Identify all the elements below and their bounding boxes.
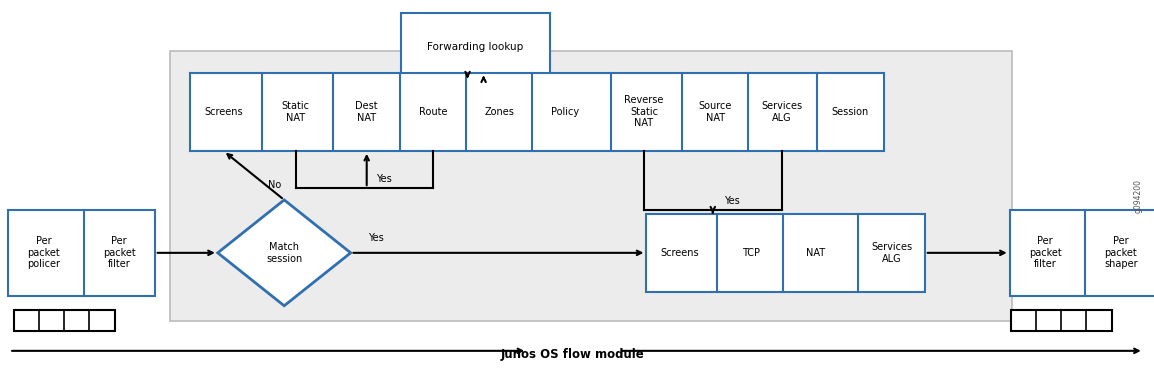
Text: Per
packet
filter: Per packet filter xyxy=(1028,236,1062,269)
Text: Screens: Screens xyxy=(660,248,699,258)
FancyBboxPatch shape xyxy=(14,310,114,331)
Text: No: No xyxy=(269,180,282,190)
Text: Yes: Yes xyxy=(376,174,391,184)
FancyBboxPatch shape xyxy=(8,210,155,296)
Text: Policy: Policy xyxy=(550,107,579,117)
Text: Services
ALG: Services ALG xyxy=(760,101,802,123)
Text: Source
NAT: Source NAT xyxy=(698,101,732,123)
FancyBboxPatch shape xyxy=(190,73,884,151)
Text: Screens: Screens xyxy=(204,107,242,117)
Text: Junos OS flow module: Junos OS flow module xyxy=(501,348,645,361)
FancyBboxPatch shape xyxy=(1011,310,1111,331)
Text: Per
packet
shaper: Per packet shaper xyxy=(1104,236,1138,269)
Text: TCP: TCP xyxy=(742,248,759,258)
FancyBboxPatch shape xyxy=(402,13,550,82)
Text: Dest
NAT: Dest NAT xyxy=(355,101,379,123)
Polygon shape xyxy=(218,200,351,306)
Text: Per
packet
policer: Per packet policer xyxy=(27,236,60,269)
Text: Route: Route xyxy=(419,107,448,117)
FancyBboxPatch shape xyxy=(170,51,1012,321)
Text: Yes: Yes xyxy=(368,233,383,243)
Text: Match
session: Match session xyxy=(267,242,302,264)
Text: Forwarding lookup: Forwarding lookup xyxy=(427,42,524,52)
Text: Yes: Yes xyxy=(725,196,740,206)
Text: Session: Session xyxy=(832,107,869,117)
FancyBboxPatch shape xyxy=(646,214,924,292)
Text: Reverse
Static
NAT: Reverse Static NAT xyxy=(624,95,664,128)
Text: Services
ALG: Services ALG xyxy=(871,242,912,264)
Text: Static
NAT: Static NAT xyxy=(282,101,309,123)
Text: Zones: Zones xyxy=(485,107,515,117)
Text: Per
packet
filter: Per packet filter xyxy=(103,236,135,269)
FancyBboxPatch shape xyxy=(1010,210,1154,296)
Text: g094200: g094200 xyxy=(1133,179,1142,213)
Text: NAT: NAT xyxy=(807,248,825,258)
